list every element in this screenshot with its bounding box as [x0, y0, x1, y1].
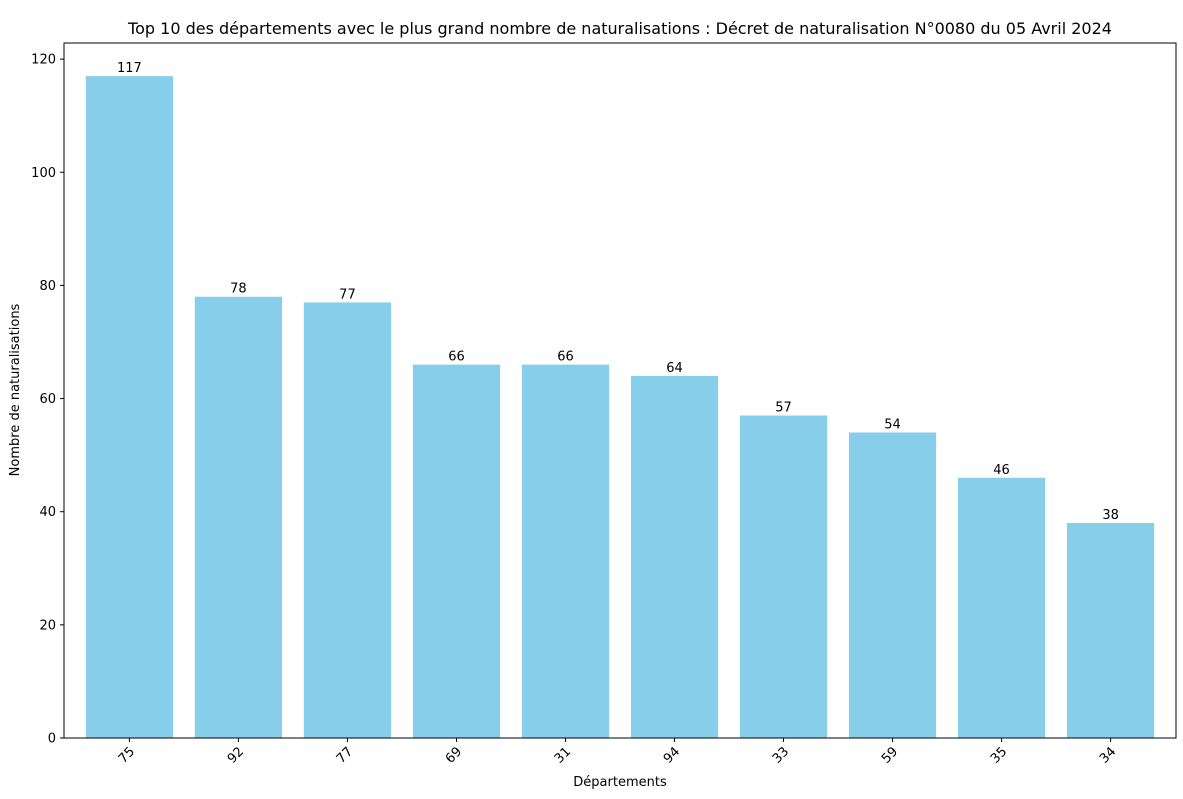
- plot-area: 117 78 77 66 66 64 57 54 46 38 0 20 40 60 80 100 120 75 92…: [31, 42, 1177, 767]
- data-label-69: 66: [448, 350, 465, 365]
- y-tick-label: 120: [31, 53, 56, 68]
- data-label-35: 46: [993, 463, 1010, 478]
- x-tick-label-35: 35: [988, 744, 1010, 766]
- x-tick-label-94: 94: [661, 744, 683, 766]
- data-label-92: 78: [230, 282, 247, 297]
- y-tick-label: 100: [31, 166, 56, 181]
- x-tick-label-75: 75: [116, 744, 138, 766]
- y-tick-label: 80: [39, 279, 56, 294]
- bar-77: [303, 302, 392, 738]
- y-tick-label: 20: [39, 618, 56, 633]
- y-tick-label: 60: [39, 392, 56, 407]
- y-axis-label: Nombre de naturalisations: [8, 303, 23, 476]
- data-label-75: 117: [117, 61, 142, 76]
- bar-59: [848, 432, 937, 738]
- x-tick-label-34: 34: [1097, 744, 1119, 766]
- x-axis-label: Départements: [573, 775, 667, 790]
- x-tick-label-69: 69: [443, 744, 465, 766]
- chart-title: Top 10 des départements avec le plus gra…: [127, 19, 1112, 38]
- bar-92: [194, 296, 283, 738]
- x-tick-label-92: 92: [225, 744, 247, 766]
- data-label-94: 64: [666, 361, 683, 376]
- bar-31: [521, 364, 610, 738]
- bar-35: [957, 477, 1046, 738]
- bar-33: [739, 415, 828, 738]
- x-tick-label-59: 59: [879, 744, 901, 766]
- data-label-34: 38: [1102, 508, 1119, 523]
- bar-34: [1066, 523, 1155, 738]
- data-label-33: 57: [775, 401, 792, 416]
- data-label-59: 54: [884, 418, 901, 433]
- bar-94: [630, 375, 719, 738]
- x-tick-label-33: 33: [770, 744, 792, 766]
- data-label-31: 66: [557, 350, 574, 365]
- bar-69: [412, 364, 501, 738]
- bar-75: [85, 76, 174, 739]
- y-tick-label: 40: [39, 505, 56, 520]
- y-tick-label: 0: [48, 732, 56, 747]
- data-label-77: 77: [339, 287, 356, 302]
- plot-frame: [63, 42, 1177, 739]
- x-tick-label-77: 77: [334, 744, 356, 766]
- x-tick-label-31: 31: [552, 744, 574, 766]
